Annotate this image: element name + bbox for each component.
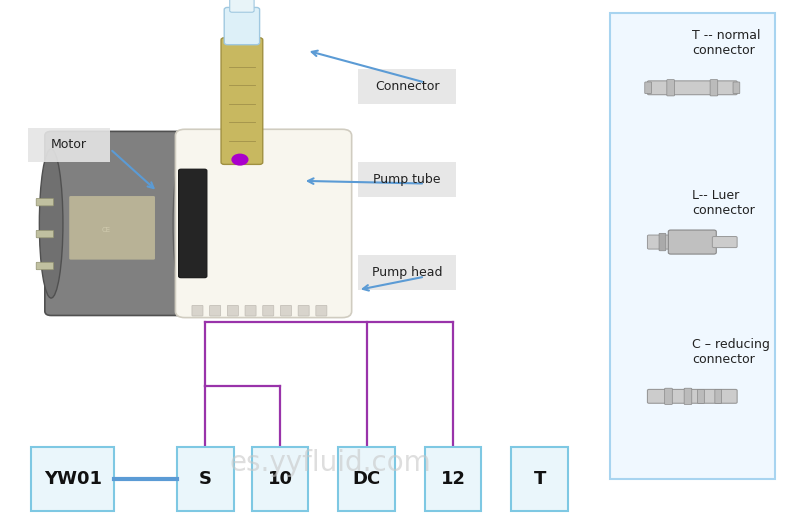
FancyBboxPatch shape: [28, 128, 110, 162]
FancyBboxPatch shape: [645, 82, 652, 94]
Text: 12: 12: [441, 470, 466, 488]
FancyBboxPatch shape: [252, 447, 308, 511]
FancyBboxPatch shape: [192, 305, 203, 316]
Text: Pump tube: Pump tube: [373, 173, 441, 186]
FancyBboxPatch shape: [358, 69, 456, 104]
FancyBboxPatch shape: [659, 234, 666, 251]
Text: 10: 10: [267, 470, 293, 488]
Text: T: T: [533, 470, 546, 488]
Text: Motor: Motor: [51, 138, 87, 152]
FancyBboxPatch shape: [710, 80, 717, 96]
FancyBboxPatch shape: [298, 305, 309, 316]
FancyBboxPatch shape: [667, 80, 675, 96]
Ellipse shape: [173, 136, 205, 311]
FancyBboxPatch shape: [36, 198, 54, 206]
FancyBboxPatch shape: [648, 389, 737, 403]
FancyBboxPatch shape: [176, 129, 352, 318]
FancyBboxPatch shape: [245, 305, 256, 316]
FancyBboxPatch shape: [36, 230, 54, 238]
Text: CE: CE: [101, 227, 111, 233]
FancyBboxPatch shape: [179, 169, 207, 278]
FancyBboxPatch shape: [664, 388, 672, 404]
FancyBboxPatch shape: [221, 38, 263, 164]
Text: T -- normal
connector: T -- normal connector: [692, 29, 761, 57]
FancyBboxPatch shape: [224, 7, 259, 45]
FancyBboxPatch shape: [425, 447, 482, 511]
FancyBboxPatch shape: [668, 230, 717, 254]
Circle shape: [232, 154, 248, 165]
FancyBboxPatch shape: [227, 305, 238, 316]
FancyBboxPatch shape: [715, 389, 721, 403]
FancyBboxPatch shape: [263, 305, 274, 316]
Text: es.yyfluid.com: es.yyfluid.com: [229, 449, 431, 477]
Text: Connector: Connector: [375, 80, 439, 93]
FancyBboxPatch shape: [177, 447, 233, 511]
FancyBboxPatch shape: [45, 131, 195, 315]
FancyBboxPatch shape: [70, 196, 155, 260]
Text: S: S: [199, 470, 212, 488]
FancyBboxPatch shape: [733, 82, 740, 94]
Text: L-- Luer
connector: L-- Luer connector: [692, 189, 755, 217]
Text: Pump head: Pump head: [372, 266, 442, 279]
FancyBboxPatch shape: [229, 0, 254, 12]
FancyBboxPatch shape: [358, 255, 456, 290]
FancyBboxPatch shape: [610, 13, 775, 479]
FancyBboxPatch shape: [713, 237, 737, 247]
FancyBboxPatch shape: [210, 305, 221, 316]
FancyBboxPatch shape: [316, 305, 327, 316]
FancyBboxPatch shape: [281, 305, 291, 316]
FancyBboxPatch shape: [32, 447, 114, 511]
FancyBboxPatch shape: [648, 81, 737, 95]
FancyBboxPatch shape: [358, 162, 456, 197]
FancyBboxPatch shape: [36, 262, 54, 270]
FancyBboxPatch shape: [648, 235, 672, 249]
Text: C – reducing
connector: C – reducing connector: [692, 338, 770, 366]
FancyBboxPatch shape: [698, 389, 704, 403]
Ellipse shape: [40, 149, 63, 298]
Text: DC: DC: [353, 470, 380, 488]
FancyBboxPatch shape: [511, 447, 568, 511]
FancyBboxPatch shape: [339, 447, 395, 511]
FancyBboxPatch shape: [684, 388, 692, 404]
Text: YW01: YW01: [44, 470, 102, 488]
